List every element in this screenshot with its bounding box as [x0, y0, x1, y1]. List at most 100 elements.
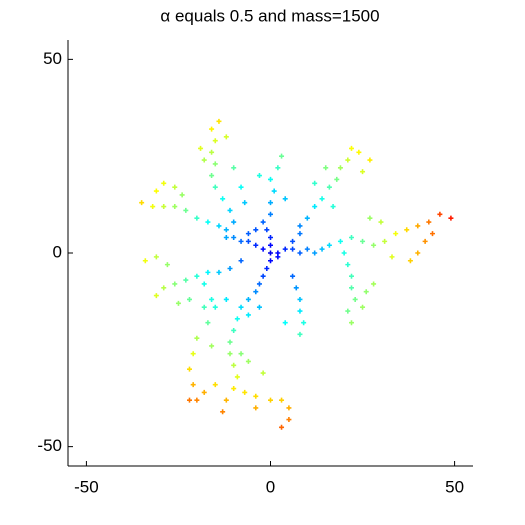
point: [345, 157, 351, 163]
point: [175, 300, 181, 306]
point: [312, 180, 318, 186]
point: [198, 145, 204, 151]
point: [290, 238, 296, 244]
point: [227, 339, 233, 345]
point: [326, 242, 332, 248]
point: [231, 219, 237, 225]
point: [356, 149, 362, 155]
point: [264, 265, 270, 271]
point: [382, 238, 388, 244]
point: [161, 204, 167, 210]
point: [179, 192, 185, 198]
point: [334, 176, 340, 182]
point: [297, 231, 303, 237]
point: [238, 304, 244, 310]
point: [360, 238, 366, 244]
point: [245, 358, 251, 364]
point: [297, 250, 303, 256]
point: [201, 304, 207, 310]
point: [216, 223, 222, 229]
point: [293, 285, 299, 291]
point: [256, 173, 262, 179]
point: [268, 235, 273, 241]
point: [301, 320, 307, 326]
point: [234, 316, 240, 322]
point: [223, 227, 229, 233]
point: [279, 424, 285, 430]
point: [231, 235, 237, 241]
point: [220, 196, 226, 202]
point: [212, 138, 218, 144]
point: [194, 397, 200, 403]
point: [290, 273, 296, 279]
point: [245, 238, 251, 244]
point: [194, 335, 200, 341]
point: [161, 180, 167, 186]
point: [209, 126, 215, 132]
point: [245, 231, 251, 237]
x-tick-label: -50: [74, 477, 99, 496]
point: [268, 176, 273, 182]
point: [256, 281, 262, 287]
point: [223, 296, 229, 302]
point: [223, 134, 229, 140]
point: [360, 304, 366, 310]
point: [349, 235, 354, 241]
point: [194, 215, 200, 221]
point: [227, 265, 233, 271]
point: [223, 397, 229, 403]
point: [260, 273, 266, 279]
point: [279, 397, 285, 403]
point: [367, 157, 373, 163]
point: [187, 296, 192, 302]
point: [312, 250, 318, 256]
x-tick-label: 50: [445, 477, 464, 496]
point: [260, 246, 266, 252]
point: [231, 362, 237, 368]
point: [407, 258, 413, 264]
point: [201, 389, 207, 395]
point: [212, 304, 218, 310]
point: [256, 304, 262, 310]
point: [371, 281, 377, 287]
point: [319, 196, 325, 202]
point: [150, 204, 156, 210]
y-tick-label: 0: [53, 242, 62, 261]
point: [363, 289, 369, 295]
point: [415, 223, 421, 229]
point: [238, 238, 244, 244]
point: [337, 238, 343, 244]
point: [268, 250, 273, 256]
point: [139, 200, 145, 206]
point: [271, 188, 277, 194]
point: [282, 320, 288, 326]
point: [212, 184, 218, 190]
point: [253, 242, 259, 248]
point: [245, 312, 251, 318]
point: [212, 382, 218, 388]
y-tick-label: -50: [37, 436, 62, 455]
point: [183, 207, 189, 213]
point: [341, 250, 347, 256]
point: [268, 200, 273, 206]
point: [253, 289, 259, 295]
point: [282, 246, 288, 252]
point: [153, 254, 159, 260]
point: [216, 269, 222, 275]
point: [349, 285, 354, 291]
point: [268, 211, 273, 217]
point: [326, 184, 332, 190]
point: [245, 296, 251, 302]
point: [349, 320, 354, 326]
point: [238, 351, 244, 357]
point: [297, 331, 303, 337]
point: [253, 227, 259, 233]
point: [378, 219, 384, 225]
point: [422, 238, 428, 244]
point: [297, 223, 303, 229]
point: [205, 269, 211, 275]
point: [415, 250, 421, 256]
point: [260, 219, 266, 225]
point: [323, 165, 329, 171]
